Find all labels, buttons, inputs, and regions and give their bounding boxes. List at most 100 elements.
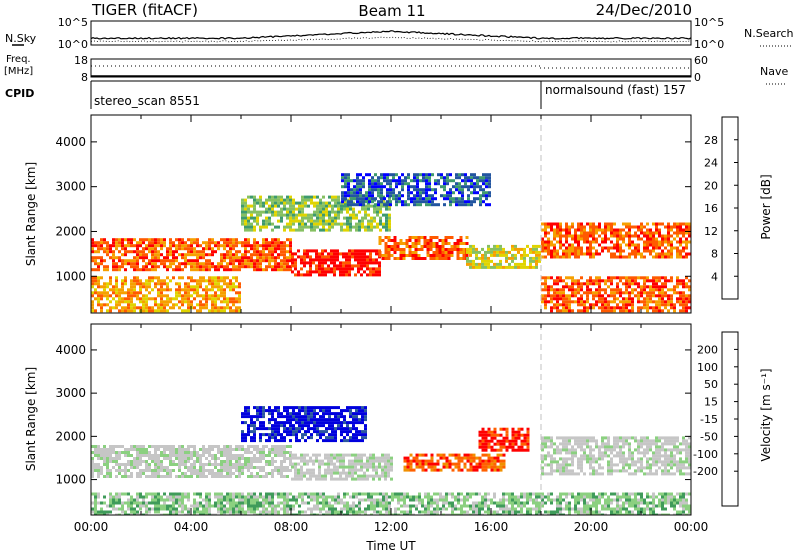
- power-cell: [388, 198, 391, 202]
- power-cell: [315, 264, 318, 268]
- velocity-cell: [595, 445, 598, 449]
- velocity-cell: [484, 465, 488, 469]
- power-cell: [94, 279, 97, 283]
- power-cell: [223, 253, 226, 257]
- velocity-cell: [652, 454, 655, 458]
- velocity-cell: [655, 448, 658, 452]
- power-cell: [580, 237, 583, 241]
- power-cell: [292, 216, 295, 220]
- velocity-cell: [496, 468, 500, 472]
- velocity-cell: [484, 468, 488, 472]
- velocity-cell: [355, 430, 358, 434]
- power-cell: [309, 261, 312, 265]
- power-cell: [229, 279, 232, 283]
- power-cell: [625, 297, 628, 301]
- power-cell: [583, 291, 586, 295]
- velocity-cell: [139, 463, 142, 466]
- power-cell: [604, 237, 607, 241]
- velocity-cell: [309, 459, 312, 463]
- power-cell: [631, 300, 634, 304]
- power-cell: [541, 249, 544, 253]
- power-cell: [366, 261, 369, 265]
- velocity-cell: [655, 439, 658, 443]
- power-cell: [184, 288, 187, 292]
- velocity-cell: [451, 462, 455, 466]
- power-cell: [667, 231, 670, 235]
- velocity-cell: [598, 448, 601, 452]
- power-cell: [685, 306, 688, 310]
- power-cell: [622, 282, 625, 286]
- power-cell: [106, 291, 109, 295]
- velocity-cell: [372, 462, 375, 466]
- power-cell: [97, 250, 100, 254]
- power-cell: [571, 276, 574, 280]
- velocity-cell: [214, 445, 217, 448]
- velocity-cell: [601, 436, 604, 440]
- power-cell: [313, 225, 316, 229]
- power-cell: [304, 198, 307, 202]
- velocity-cell: [358, 430, 361, 434]
- velocity-cell: [595, 439, 598, 443]
- velocity-cell: [148, 451, 151, 454]
- power-cell: [679, 294, 682, 298]
- power-cell: [333, 249, 336, 253]
- velocity-cell: [336, 471, 339, 475]
- power-cell: [360, 261, 363, 265]
- power-cell: [181, 238, 184, 242]
- power-cell: [341, 194, 344, 198]
- power-cell: [458, 197, 461, 201]
- power-cell: [428, 185, 431, 189]
- power-cell: [148, 262, 151, 266]
- power-cell: [211, 282, 214, 286]
- power-cell: [637, 294, 640, 298]
- power-cell: [199, 253, 202, 257]
- power-cell: [544, 285, 547, 289]
- power-cell: [229, 282, 232, 286]
- power-cell: [277, 253, 280, 257]
- power-cell: [547, 291, 550, 295]
- power-cell: [470, 173, 473, 177]
- power-cell: [154, 247, 157, 251]
- velocity-cell: [190, 454, 193, 457]
- power-cell: [232, 259, 235, 263]
- power-cell: [357, 267, 360, 271]
- velocity-cell: [289, 460, 292, 463]
- power-cell: [157, 244, 160, 248]
- velocity-cell: [589, 448, 592, 452]
- velocity-cell: [181, 475, 184, 478]
- power-cell: [532, 250, 535, 254]
- power-cell: [115, 276, 118, 280]
- velocity-cell: [309, 474, 312, 478]
- power-cell: [553, 246, 556, 250]
- power-cell: [553, 234, 556, 238]
- power-cell: [682, 291, 685, 295]
- velocity-cell: [369, 465, 372, 469]
- velocity-cell: [613, 463, 616, 467]
- power-cell: [148, 238, 151, 242]
- power-cell: [112, 297, 115, 301]
- power-cell: [268, 222, 271, 226]
- power-cell: [350, 179, 353, 183]
- power-cell: [306, 273, 309, 277]
- power-cell: [490, 259, 493, 263]
- velocity-cell: [322, 415, 325, 419]
- power-cell: [485, 176, 488, 180]
- velocity-cell: [631, 463, 634, 467]
- power-cell: [220, 309, 223, 313]
- power-cell: [456, 242, 460, 245]
- power-cell: [577, 222, 580, 226]
- power-cell: [574, 249, 577, 253]
- power-cell: [199, 276, 202, 280]
- power-cell: [426, 239, 430, 242]
- power-cell: [154, 265, 157, 269]
- velocity-cell: [442, 453, 446, 457]
- power-cell: [280, 253, 283, 257]
- power-cell: [508, 250, 511, 254]
- velocity-cell: [628, 448, 631, 452]
- velocity-cell: [274, 418, 277, 422]
- power-cell: [360, 264, 363, 268]
- power-cell: [160, 291, 163, 295]
- velocity-cell: [127, 448, 130, 451]
- power-cell: [241, 219, 244, 223]
- power-cell: [211, 300, 214, 304]
